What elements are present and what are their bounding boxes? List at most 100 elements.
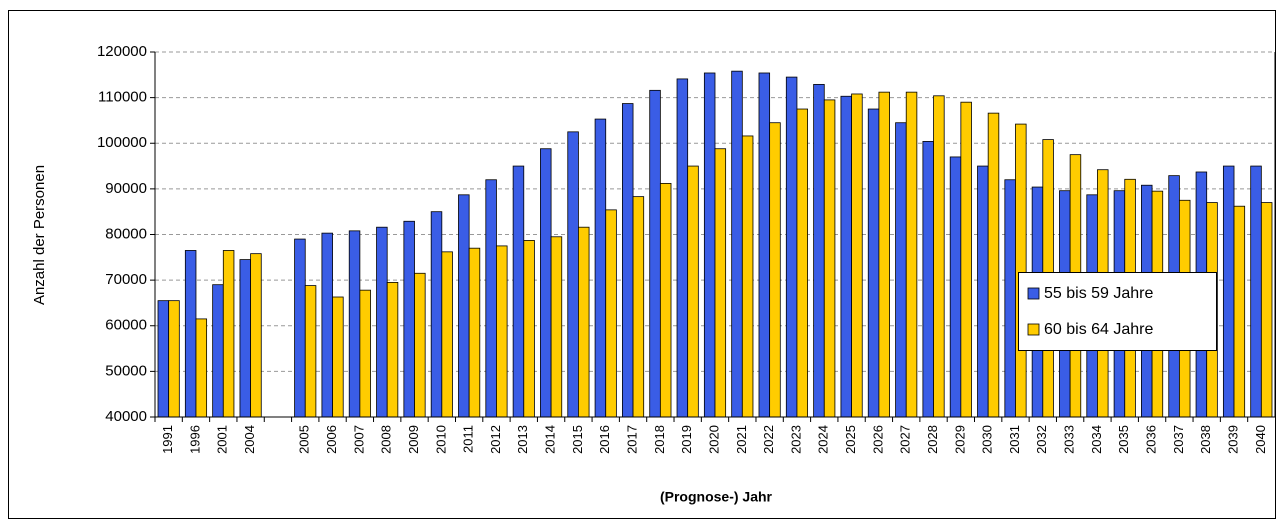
- x-tick-label: 2013: [515, 425, 530, 454]
- bar: [386, 282, 399, 418]
- x-tick-label: 2017: [624, 425, 639, 454]
- x-tick-label: 2005: [297, 425, 312, 454]
- bar: [905, 91, 918, 418]
- bar: [659, 182, 672, 418]
- legend-swatch: [1027, 323, 1040, 336]
- y-tick-label: 110000: [98, 89, 147, 106]
- x-tick-label: 2035: [1116, 425, 1131, 454]
- bar: [157, 300, 170, 418]
- bar: [1250, 165, 1262, 418]
- bar: [895, 122, 907, 418]
- bar: [348, 230, 361, 418]
- y-axis-title: Anzahl der Personen: [31, 165, 48, 305]
- bar: [550, 236, 563, 418]
- x-tick-label: 2034: [1089, 425, 1104, 454]
- x-tick-label: 2008: [379, 425, 394, 454]
- x-tick-label: 2021: [734, 425, 749, 454]
- bar: [512, 165, 525, 418]
- x-tick-label: 2039: [1225, 425, 1240, 454]
- y-tick-label: 60000: [105, 317, 147, 334]
- x-tick-label: 1991: [160, 425, 175, 454]
- bar: [567, 131, 579, 418]
- y-tick-label: 50000: [105, 362, 147, 379]
- bar: [714, 148, 727, 418]
- legend-swatch: [1027, 287, 1040, 300]
- x-tick-label: 2029: [952, 425, 967, 454]
- x-tick-label: 2038: [1198, 425, 1213, 454]
- bar: [294, 238, 306, 418]
- bar: [540, 148, 552, 418]
- bar: [304, 285, 317, 418]
- bar: [523, 240, 535, 418]
- bar: [878, 91, 890, 418]
- x-tick-label: 2032: [1034, 425, 1049, 454]
- bar: [594, 118, 607, 418]
- bar: [376, 226, 388, 418]
- y-tick-label: 90000: [105, 180, 147, 197]
- x-tick-label: 2018: [652, 425, 667, 454]
- bar: [1233, 205, 1246, 418]
- x-tick-label: 2026: [870, 425, 885, 454]
- x-tick-label: 2036: [1144, 425, 1159, 454]
- bar: [977, 165, 989, 418]
- y-tick-label: 40000: [105, 408, 147, 425]
- bar: [796, 108, 809, 418]
- bar: [184, 250, 197, 418]
- x-tick-label: 2024: [816, 425, 831, 454]
- x-tick-label: 2033: [1062, 425, 1077, 454]
- x-tick-label: 2025: [843, 425, 858, 454]
- x-tick-label: 2023: [788, 425, 803, 454]
- bar: [922, 141, 934, 418]
- bar: [359, 289, 371, 418]
- bar: [578, 226, 590, 418]
- x-tick-label: 2027: [898, 425, 913, 454]
- bar: [703, 72, 716, 418]
- bar: [676, 78, 689, 418]
- x-tick-label: 2031: [1007, 425, 1022, 454]
- bar: [785, 76, 798, 418]
- bar: [414, 272, 426, 418]
- y-tick-label: 80000: [105, 225, 147, 242]
- x-tick-label: 2040: [1253, 425, 1268, 454]
- legend-label: 60 bis 64 Jahre: [1044, 321, 1154, 338]
- bar: [949, 156, 962, 418]
- x-tick-label: 1996: [187, 425, 202, 454]
- bar: [496, 245, 508, 418]
- x-tick-label: 2020: [706, 425, 721, 454]
- bar: [687, 165, 699, 418]
- bar: [441, 251, 453, 418]
- x-tick-label: 2014: [543, 425, 558, 454]
- legend-label: 55 bis 59 Jahre: [1044, 285, 1154, 302]
- bar: [933, 95, 945, 418]
- x-tick-label: 2019: [679, 425, 694, 454]
- bar: [1004, 179, 1016, 418]
- bar: [769, 122, 781, 418]
- bar: [195, 318, 208, 418]
- y-tick-label: 100000: [97, 134, 147, 151]
- bar: [605, 209, 617, 418]
- x-tick-label: 2007: [351, 425, 366, 454]
- bar: [851, 93, 863, 418]
- bar: [485, 179, 497, 418]
- x-tick-label: 2016: [597, 425, 612, 454]
- x-tick-label: 2001: [215, 425, 230, 454]
- x-tick-label: 2012: [488, 425, 503, 454]
- bar: [1260, 202, 1273, 418]
- bar: [1015, 123, 1027, 418]
- bar: [960, 101, 972, 418]
- bar: [1222, 165, 1235, 418]
- bar: [758, 72, 771, 418]
- bar: [212, 284, 224, 418]
- bar: [222, 250, 235, 418]
- x-axis-title: (Prognose-) Jahr: [660, 489, 773, 505]
- x-tick-label: 2030: [980, 425, 995, 454]
- bar: [621, 103, 634, 418]
- bar: [632, 196, 645, 418]
- bar: [468, 247, 481, 418]
- x-tick-label: 2004: [242, 425, 257, 454]
- bar: [321, 232, 333, 418]
- bar: [649, 89, 661, 418]
- x-tick-label: 2015: [570, 425, 585, 454]
- y-tick-label: 120000: [97, 43, 147, 60]
